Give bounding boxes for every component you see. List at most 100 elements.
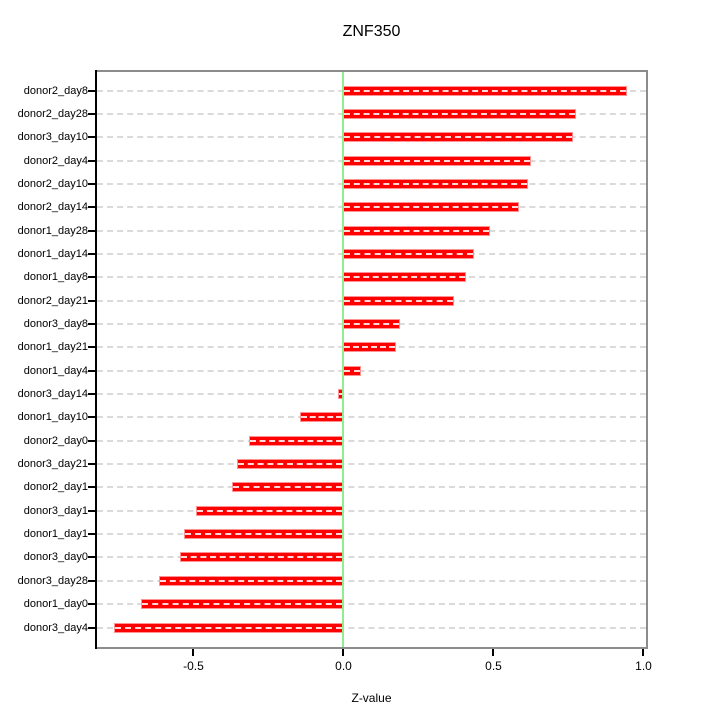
y-label-donor3_day14: donor3_day14 xyxy=(17,388,88,401)
bar-grid-dash xyxy=(344,276,466,279)
y-tick xyxy=(88,626,95,629)
y-tick xyxy=(88,369,95,372)
y-label-donor1_day21: donor1_day21 xyxy=(17,341,88,354)
y-label-donor1_day14: donor1_day14 xyxy=(17,247,88,260)
grid-line xyxy=(97,486,646,489)
bar-grid-dash xyxy=(185,533,343,536)
bar-donor3_day8 xyxy=(343,318,401,329)
x-tick-label: -0.5 xyxy=(183,659,204,673)
bar-donor1_day0 xyxy=(140,599,344,610)
y-tick xyxy=(88,463,95,466)
y-tick xyxy=(88,159,95,162)
bar-donor2_day14 xyxy=(343,202,519,213)
bar-donor3_day0 xyxy=(179,552,344,563)
bar-grid-dash xyxy=(344,299,454,302)
bar-grid-dash xyxy=(344,136,572,139)
y-axis-line xyxy=(95,70,97,649)
y-tick xyxy=(88,206,95,209)
bar-grid-dash xyxy=(344,252,473,255)
y-label-donor1_day8: donor1_day8 xyxy=(23,271,88,284)
x-tick-label: 1.0 xyxy=(635,659,652,673)
y-tick xyxy=(88,416,95,419)
y-label-donor2_day21: donor2_day21 xyxy=(17,294,88,307)
x-axis-title: Z-value xyxy=(351,691,392,705)
bar-grid-dash xyxy=(344,369,361,372)
bar-donor1_day8 xyxy=(343,272,467,283)
bar-donor3_day4 xyxy=(113,622,344,633)
x-tick xyxy=(192,649,195,656)
grid-line xyxy=(97,509,646,512)
bar-donor1_day1 xyxy=(184,529,344,540)
bar-grid-dash xyxy=(237,463,343,466)
bar-donor2_day21 xyxy=(343,295,455,306)
y-tick xyxy=(88,252,95,255)
y-label-donor2_day10: donor2_day10 xyxy=(17,177,88,190)
y-label-donor2_day14: donor2_day14 xyxy=(17,201,88,214)
grid-line xyxy=(97,463,646,466)
bar-donor2_day4 xyxy=(343,155,531,166)
bar-grid-dash xyxy=(344,206,518,209)
bar-donor1_day28 xyxy=(343,225,491,236)
bar-grid-dash xyxy=(344,346,395,349)
y-tick xyxy=(88,112,95,115)
bar-donor2_day28 xyxy=(343,108,576,119)
y-label-donor2_day1: donor2_day1 xyxy=(23,481,88,494)
y-tick xyxy=(88,533,95,536)
y-tick xyxy=(88,182,95,185)
y-tick xyxy=(88,439,95,442)
grid-line xyxy=(97,393,646,396)
y-label-donor3_day10: donor3_day10 xyxy=(17,131,88,144)
bar-grid-dash xyxy=(344,112,575,115)
zero-reference-line xyxy=(342,70,345,649)
bar-grid-dash xyxy=(197,509,343,512)
chart-title: ZNF350 xyxy=(342,23,401,40)
grid-line xyxy=(97,533,646,536)
grid-line xyxy=(97,626,646,629)
x-tick xyxy=(342,649,345,656)
bar-donor1_day14 xyxy=(343,248,474,259)
bar-donor2_day0 xyxy=(248,435,344,446)
y-tick xyxy=(88,393,95,396)
y-label-donor1_day0: donor1_day0 xyxy=(23,598,88,611)
bar-grid-dash xyxy=(141,603,343,606)
bar-grid-dash xyxy=(344,322,400,325)
bar-donor3_day1 xyxy=(196,505,344,516)
y-tick xyxy=(88,486,95,489)
grid-line xyxy=(97,579,646,582)
x-tick-label: 0.0 xyxy=(335,659,352,673)
x-tick xyxy=(642,649,645,656)
y-tick xyxy=(88,89,95,92)
y-tick xyxy=(88,509,95,512)
bar-donor2_day8 xyxy=(343,85,627,96)
y-label-donor2_day28: donor2_day28 xyxy=(17,107,88,120)
bar-grid-dash xyxy=(344,229,490,232)
x-tick xyxy=(492,649,495,656)
bar-donor2_day10 xyxy=(343,178,528,189)
bar-grid-dash xyxy=(339,393,343,396)
bar-grid-dash xyxy=(159,579,343,582)
y-label-donor2_day8: donor2_day8 xyxy=(23,84,88,97)
bar-donor3_day28 xyxy=(158,575,344,586)
y-label-donor3_day8: donor3_day8 xyxy=(23,317,88,330)
y-label-donor3_day1: donor3_day1 xyxy=(23,504,88,517)
y-label-donor3_day0: donor3_day0 xyxy=(23,551,88,564)
grid-line xyxy=(97,556,646,559)
bar-donor1_day21 xyxy=(343,342,396,353)
y-label-donor3_day28: donor3_day28 xyxy=(17,574,88,587)
grid-line xyxy=(97,369,646,372)
y-label-donor2_day0: donor2_day0 xyxy=(23,434,88,447)
bar-grid-dash xyxy=(114,626,343,629)
y-tick xyxy=(88,299,95,302)
bar-donor1_day4 xyxy=(343,365,362,376)
bar-donor1_day10 xyxy=(299,412,344,423)
y-label-donor1_day10: donor1_day10 xyxy=(17,411,88,424)
grid-line xyxy=(97,416,646,419)
bar-grid-dash xyxy=(249,439,343,442)
bar-grid-dash xyxy=(344,159,530,162)
grid-line xyxy=(97,603,646,606)
y-tick xyxy=(88,136,95,139)
y-label-donor1_day1: donor1_day1 xyxy=(23,528,88,541)
bar-donor3_day21 xyxy=(236,459,344,470)
y-tick xyxy=(88,556,95,559)
